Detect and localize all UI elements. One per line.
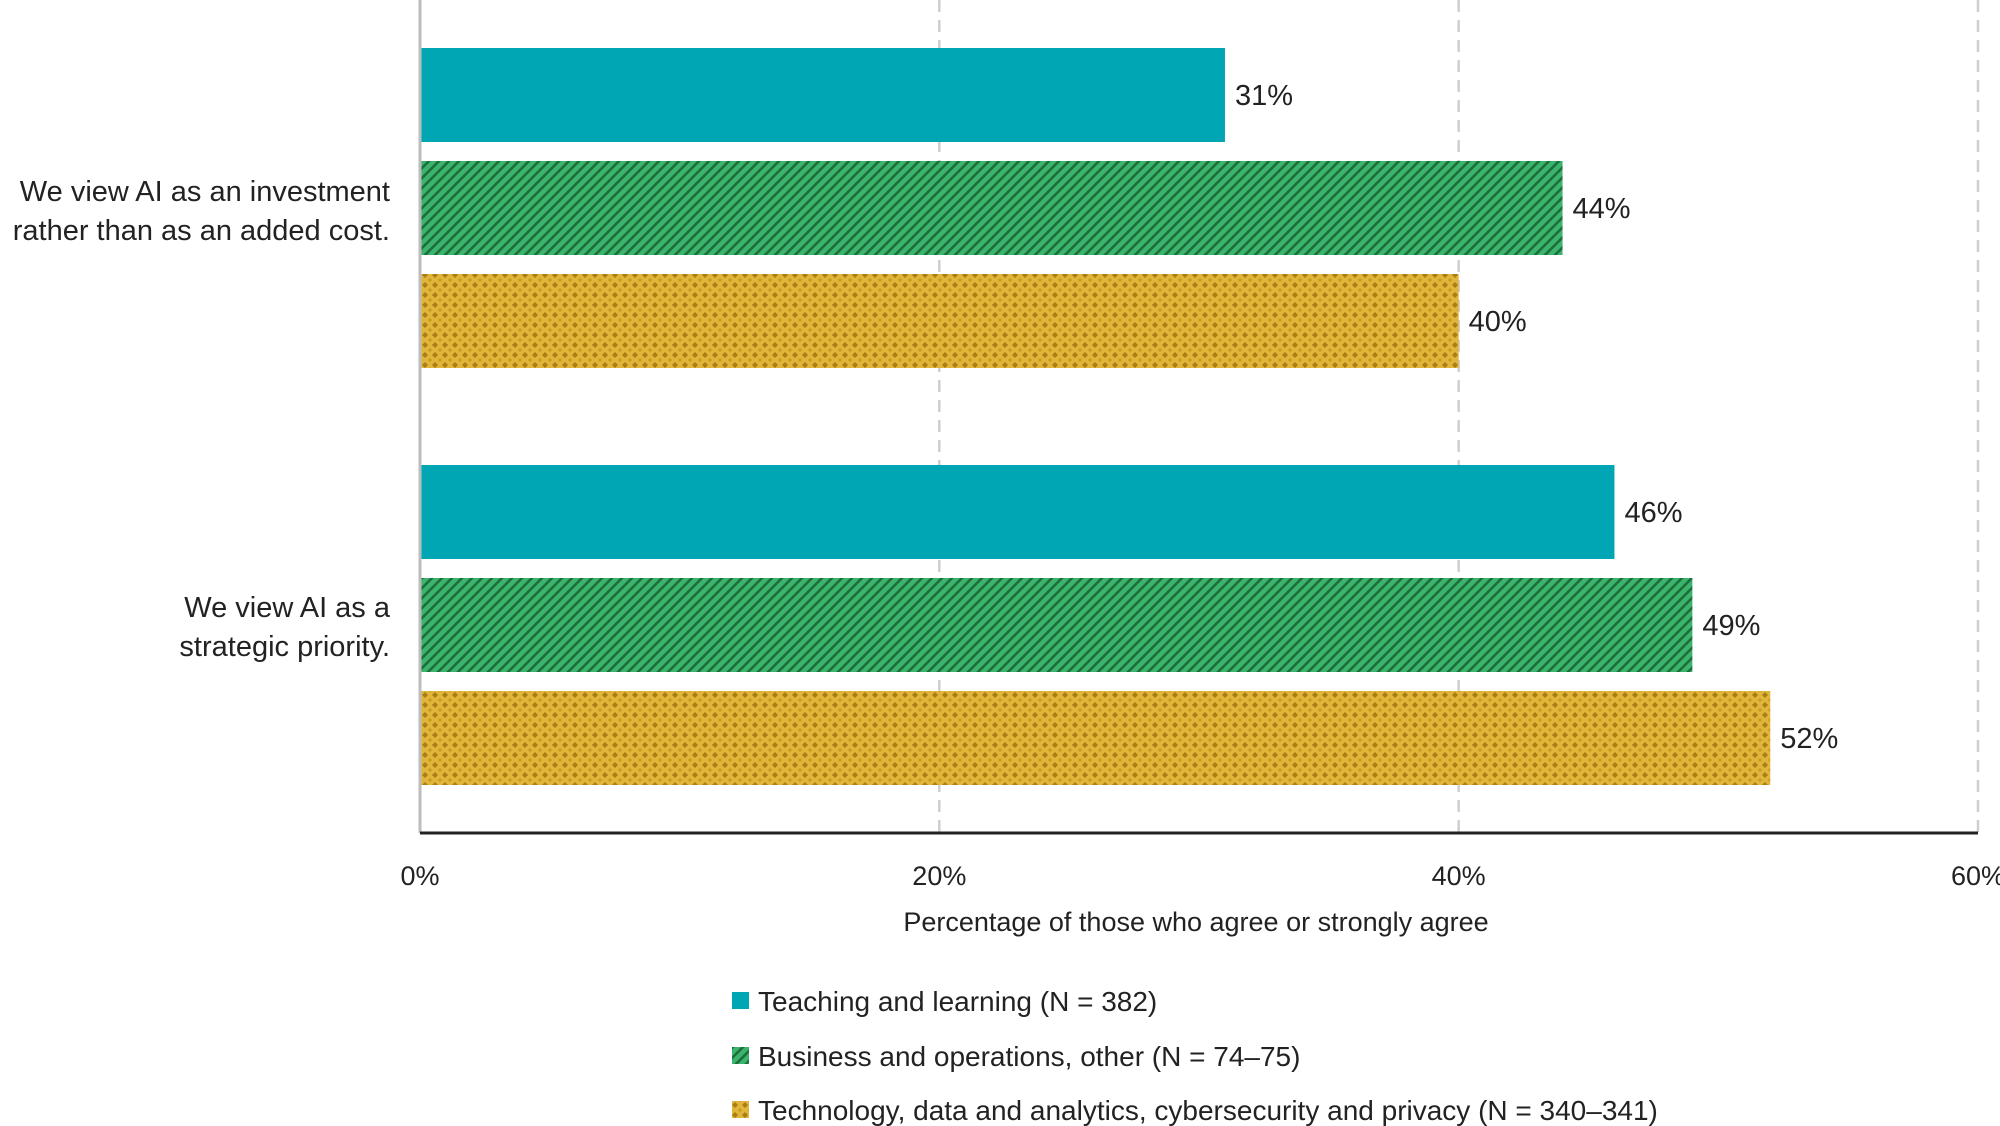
x-axis-title: Percentage of those who agree or strongl… xyxy=(903,907,1488,937)
bars xyxy=(420,48,1771,785)
x-tick-label-20: 20% xyxy=(912,861,966,891)
category-labels: We view AI as an investment rather than a… xyxy=(13,176,391,663)
bar-series1-cat2 xyxy=(420,465,1615,559)
legend-swatch-2 xyxy=(732,1047,749,1064)
x-tick-label-40: 40% xyxy=(1432,861,1486,891)
x-axis: 0% 20% 40% 60% xyxy=(400,0,2000,891)
value-label-series3-cat2: 52% xyxy=(1780,723,1838,755)
legend-label-3: Technology, data and analytics, cybersec… xyxy=(758,1095,1658,1126)
bar-series2-cat1 xyxy=(420,161,1563,255)
value-label-series2-cat1: 44% xyxy=(1573,193,1631,225)
legend-label-2: Business and operations, other (N = 74–7… xyxy=(758,1041,1300,1072)
legend: Teaching and learning (N = 382) Business … xyxy=(732,986,1658,1126)
category-label-1-line-1: We view AI as an investment xyxy=(20,176,390,208)
value-label-series1-cat1: 31% xyxy=(1235,80,1293,112)
category-label-1-line-2: rather than as an added cost. xyxy=(13,215,390,247)
legend-swatch-3 xyxy=(732,1101,749,1118)
legend-label-1: Teaching and learning (N = 382) xyxy=(758,986,1157,1017)
bar-series3-cat1 xyxy=(420,274,1459,368)
bar-series3-cat2 xyxy=(420,691,1771,785)
bar-series1-cat1 xyxy=(420,48,1225,142)
category-label-2-line-2: strategic priority. xyxy=(179,631,390,663)
value-label-series1-cat2: 46% xyxy=(1624,497,1682,529)
x-tick-label-0: 0% xyxy=(400,861,439,891)
value-labels: 31% 44% 40% 46% 49% 52% xyxy=(1235,80,1838,755)
x-tick-label-60: 60% xyxy=(1951,861,2000,891)
category-label-2-line-1: We view AI as a xyxy=(184,592,391,624)
value-label-series3-cat1: 40% xyxy=(1469,306,1527,338)
value-label-series2-cat2: 49% xyxy=(1702,610,1760,642)
legend-swatch-1 xyxy=(732,992,749,1009)
bar-series2-cat2 xyxy=(420,578,1693,672)
